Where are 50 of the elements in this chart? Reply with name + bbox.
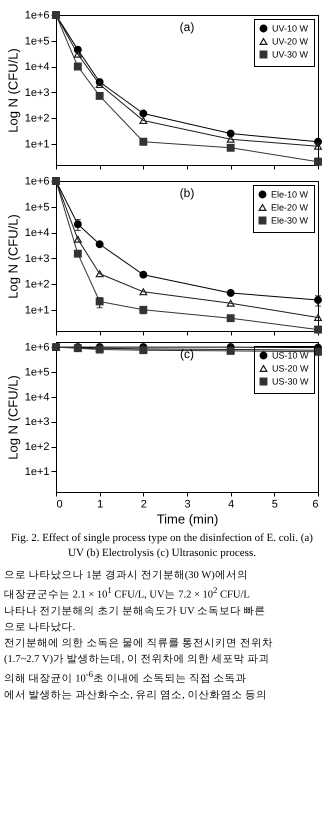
text: 으로 나타났다. <box>4 620 76 635</box>
y-tick-label: 1e+3 <box>24 86 50 99</box>
x-tick-label: 5 <box>272 498 278 510</box>
legend-label: US-30 W <box>272 376 310 386</box>
legend-label: US-10 W <box>272 350 310 360</box>
x-tick-label: 3 <box>184 498 191 510</box>
text: 에서 발생하는 과산화수소, 유리 염소, 이산화염소 등의 <box>4 688 268 703</box>
y-axis-title: Log N (CFU/L) <box>6 375 21 460</box>
x-axis-title: Time (min) <box>156 512 218 526</box>
x-tick-label: 4 <box>228 498 234 510</box>
text: 전기분해에 의한 소독은 물에 직류를 통전시키면 전위차 <box>4 636 274 651</box>
text: 대장균군수는 2.1 × 10$^{1}$ CFU/L, UV는 7.2 × 10$^{2}$ CFU/L <box>4 584 251 602</box>
text: (1.7~2.7 V)가 발생하는데, 이 전위차에 의한 세포막 파괴 <box>4 653 270 668</box>
text: 으로 나타났으나 1분 경과시 전기분해(30 W)에서의 <box>4 568 249 583</box>
x-tick-label: 0 <box>56 498 63 510</box>
y-axis-title: Log N (CFU/L) <box>6 214 21 299</box>
y-tick-label: 1e+1 <box>24 138 50 150</box>
y-tick-label: 1e+4 <box>24 391 50 404</box>
y-tick-label: 1e+6 <box>24 176 50 188</box>
y-tick-label: 1e+5 <box>24 35 50 48</box>
y-tick-label: 1e+2 <box>24 278 50 291</box>
y-tick-label: 1e+5 <box>24 201 50 214</box>
legend-label: Ele-10 W <box>271 190 309 200</box>
y-tick-label: 1e+5 <box>24 366 50 378</box>
chart-title: (b) <box>180 186 194 200</box>
legend-label: UV-10 W <box>272 24 309 34</box>
y-tick-label: 1e+2 <box>24 112 50 125</box>
legend-label: UV-20 W <box>272 36 309 46</box>
y-tick-label: 1e+2 <box>24 441 50 454</box>
y-axis-title: Log N (CFU/L) <box>6 48 21 133</box>
y-tick-label: 1e+1 <box>24 466 50 478</box>
text: 나타나 전기분해의 초기 분해속도가 UV 소독보다 빠른 <box>4 604 267 619</box>
x-tick-label: 2 <box>140 498 147 510</box>
y-tick-label: 1e+3 <box>24 252 50 265</box>
y-tick-label: 1e+3 <box>24 416 50 428</box>
x-tick-label: 1 <box>97 498 104 510</box>
chart-title: (a) <box>180 20 194 34</box>
legend-label: Ele-20 W <box>271 202 309 212</box>
chart-title: (c) <box>180 347 194 361</box>
x-tick-label: 6 <box>312 498 318 510</box>
legend-label: Ele-30 W <box>271 216 309 226</box>
text: 의해 대장균이 10$^{-6}$초 이내에 소독되는 직접 소독과 <box>4 669 248 687</box>
legend-label: UV-30 W <box>272 50 309 60</box>
y-tick-label: 1e+6 <box>24 10 50 22</box>
y-tick-label: 1e+4 <box>24 61 50 74</box>
legend-label: US-20 W <box>272 364 310 374</box>
y-tick-label: 1e+1 <box>24 304 50 316</box>
caption: Fig. 2. Effect of single process type on the disinfection of E. coli. (a) UV (b) Electrolysis (c) Ultrasonic process. <box>10 531 314 561</box>
y-tick-label: 1e+4 <box>24 227 50 240</box>
y-tick-label: 1e+6 <box>24 342 50 354</box>
